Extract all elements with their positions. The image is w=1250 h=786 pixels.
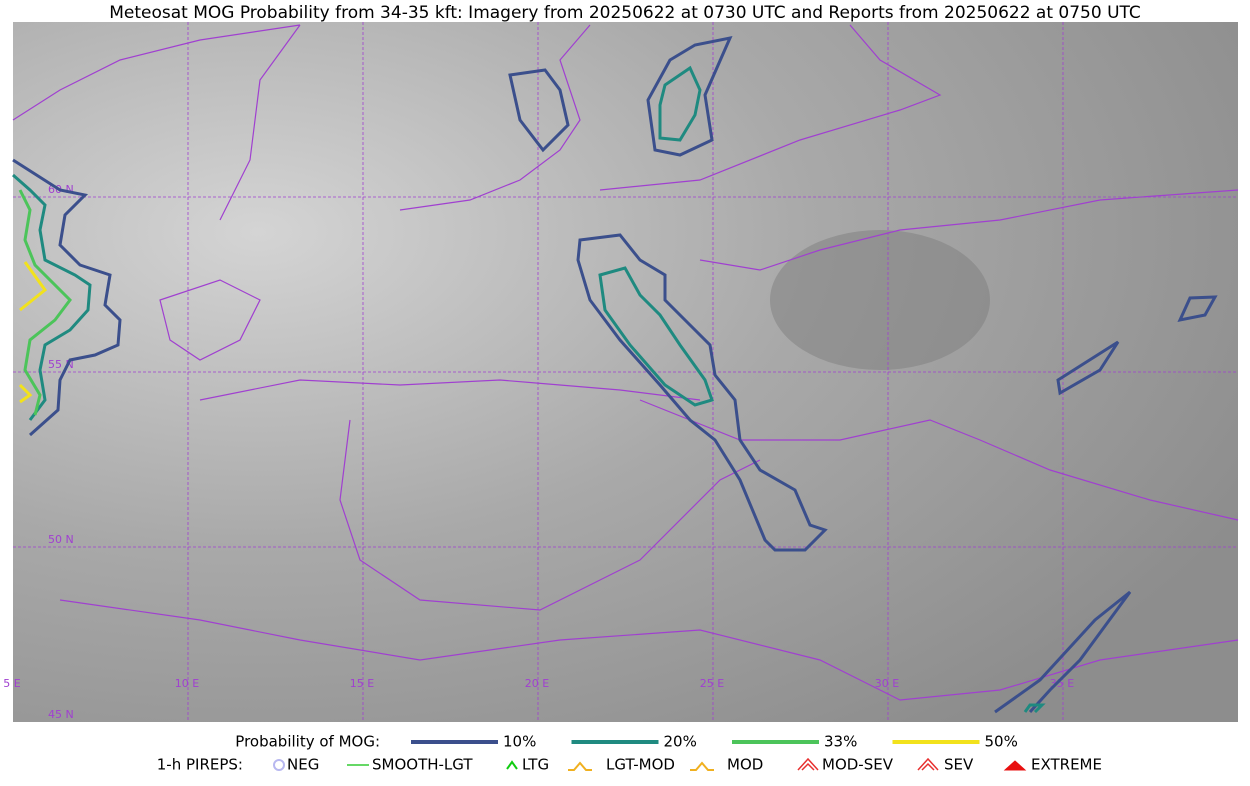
- lon-label: 30 E: [875, 677, 899, 690]
- pirep-icon: [273, 759, 285, 771]
- contour-10: [12, 158, 122, 437]
- title: Meteosat MOG Probability from 34-35 kft:…: [109, 3, 1141, 23]
- pirep-icon: [568, 761, 592, 771]
- legend-title: Probability of MOG:: [235, 733, 380, 751]
- pirep-icon: [1003, 760, 1027, 771]
- contour-10: [1056, 340, 1120, 396]
- legend-label: EXTREME: [1031, 756, 1102, 774]
- contour-10: [1177, 295, 1218, 323]
- legend-label: LGT-MOD: [606, 756, 675, 774]
- contour-10: [576, 233, 828, 552]
- legend-label: 10%: [503, 733, 536, 751]
- legend-label: 50%: [985, 733, 1018, 751]
- coastline: [399, 24, 591, 211]
- lon-label: 10 E: [175, 677, 199, 690]
- coastline: [599, 24, 942, 191]
- lon-label: 15 E: [350, 677, 374, 690]
- lat-label: 45 N: [48, 708, 74, 721]
- border: [639, 399, 1239, 521]
- pirep-icon: [506, 760, 518, 770]
- contour-10: [646, 35, 733, 157]
- legend-label: LTG: [522, 756, 549, 774]
- lat-label: 50 N: [48, 533, 74, 546]
- legend-label: SEV: [944, 756, 974, 774]
- legend-title: 1-h PIREPS:: [157, 756, 243, 774]
- lon-label: 35 E: [1050, 677, 1074, 690]
- contour-20: [658, 65, 702, 142]
- dark-region: [770, 230, 990, 370]
- lon-label: 25 E: [700, 677, 724, 690]
- contour-50: [18, 261, 48, 404]
- contour-10: [994, 590, 1132, 714]
- contour-20: [1023, 703, 1046, 714]
- coastline: [159, 279, 261, 361]
- legend-label: 20%: [664, 733, 697, 751]
- contour-20: [12, 173, 92, 421]
- contour-33: [18, 189, 72, 416]
- contour-10: [508, 68, 570, 153]
- lon-label: 5 E: [3, 677, 20, 690]
- border: [699, 189, 1239, 271]
- borders: [12, 24, 1239, 701]
- legend-label: NEG: [287, 756, 319, 774]
- pirep-icon: [797, 757, 819, 771]
- border: [199, 379, 701, 401]
- border: [59, 599, 1239, 701]
- coastline: [12, 24, 301, 221]
- contour-20: [598, 266, 714, 407]
- legend-label: SMOOTH-LGT: [372, 756, 473, 774]
- pirep-icon: [690, 761, 714, 771]
- border: [339, 419, 761, 611]
- legend: Probability of MOG: 1-h PIREPS: 10% 20% 33…: [157, 733, 1102, 774]
- lon-label: 20 E: [525, 677, 549, 690]
- legend-label: MOD-SEV: [822, 756, 894, 774]
- contours: [12, 35, 1218, 714]
- legend-label: MOD: [727, 756, 763, 774]
- legend-label: 33%: [824, 733, 857, 751]
- pirep-icon: [917, 757, 939, 771]
